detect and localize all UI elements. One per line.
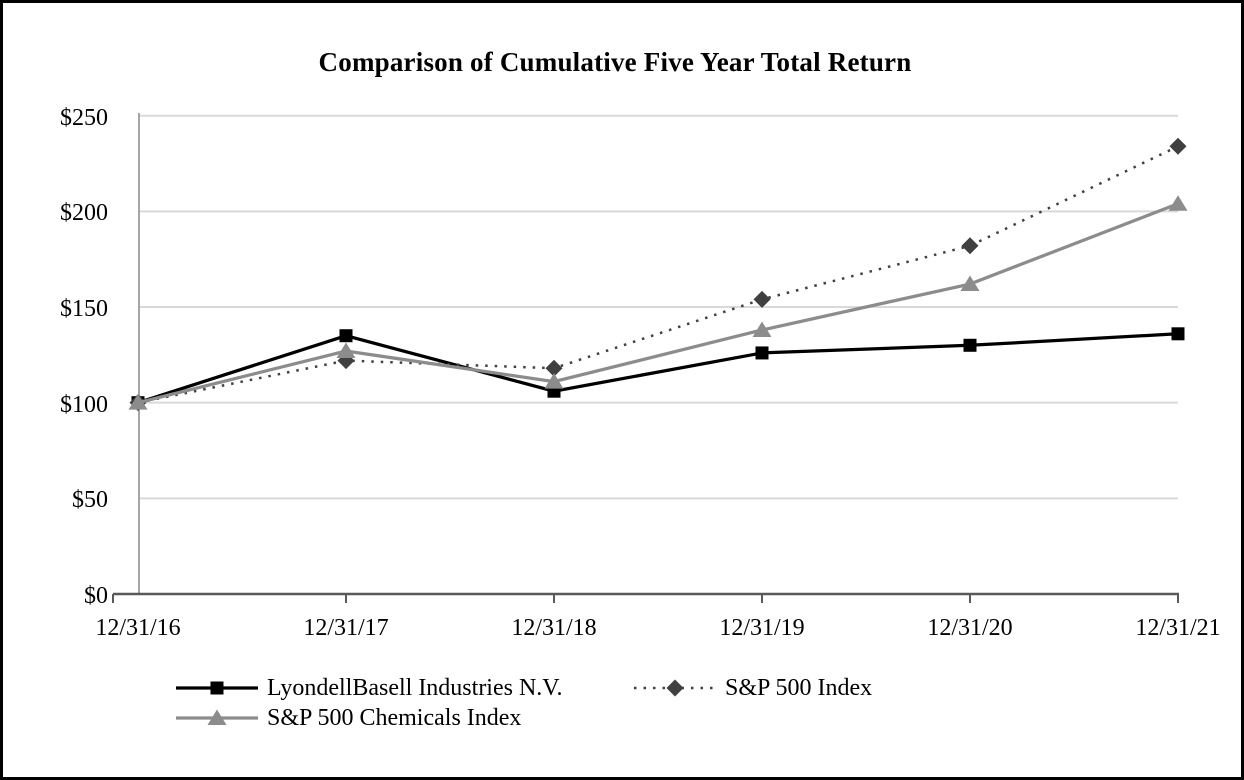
y-tick-label: $200 (60, 200, 108, 227)
legend-swatch-square-line (176, 681, 258, 695)
legend-label-sp500: S&P 500 Index (725, 675, 873, 701)
y-tick-label: $100 (60, 391, 108, 418)
y-tick-label: $150 (60, 296, 108, 323)
x-tick-label: 12/31/16 (95, 615, 181, 641)
legend-swatch-triangle-line (176, 709, 258, 725)
x-tick-label: 12/31/20 (927, 615, 1013, 641)
x-tick-label: 12/31/19 (719, 615, 805, 641)
chart-plot-area (112, 113, 1188, 603)
legend-label-lyondellbasell: LyondellBasell Industries N.V. (267, 675, 563, 701)
y-tick-label: $0 (84, 583, 108, 609)
x-tick-label: 12/31/21 (1135, 615, 1221, 641)
x-tick-label: 12/31/17 (303, 615, 389, 641)
chart-title: Comparison of Cumulative Five Year Total… (318, 47, 912, 77)
x-tick-label: 12/31/18 (511, 615, 597, 641)
y-tick-label: $50 (72, 487, 108, 514)
legend-swatch-diamond-dotted-line (634, 679, 716, 697)
legend-label-sp500-chemicals: S&P 500 Chemicals Index (267, 705, 522, 731)
y-tick-label: $250 (60, 104, 108, 131)
